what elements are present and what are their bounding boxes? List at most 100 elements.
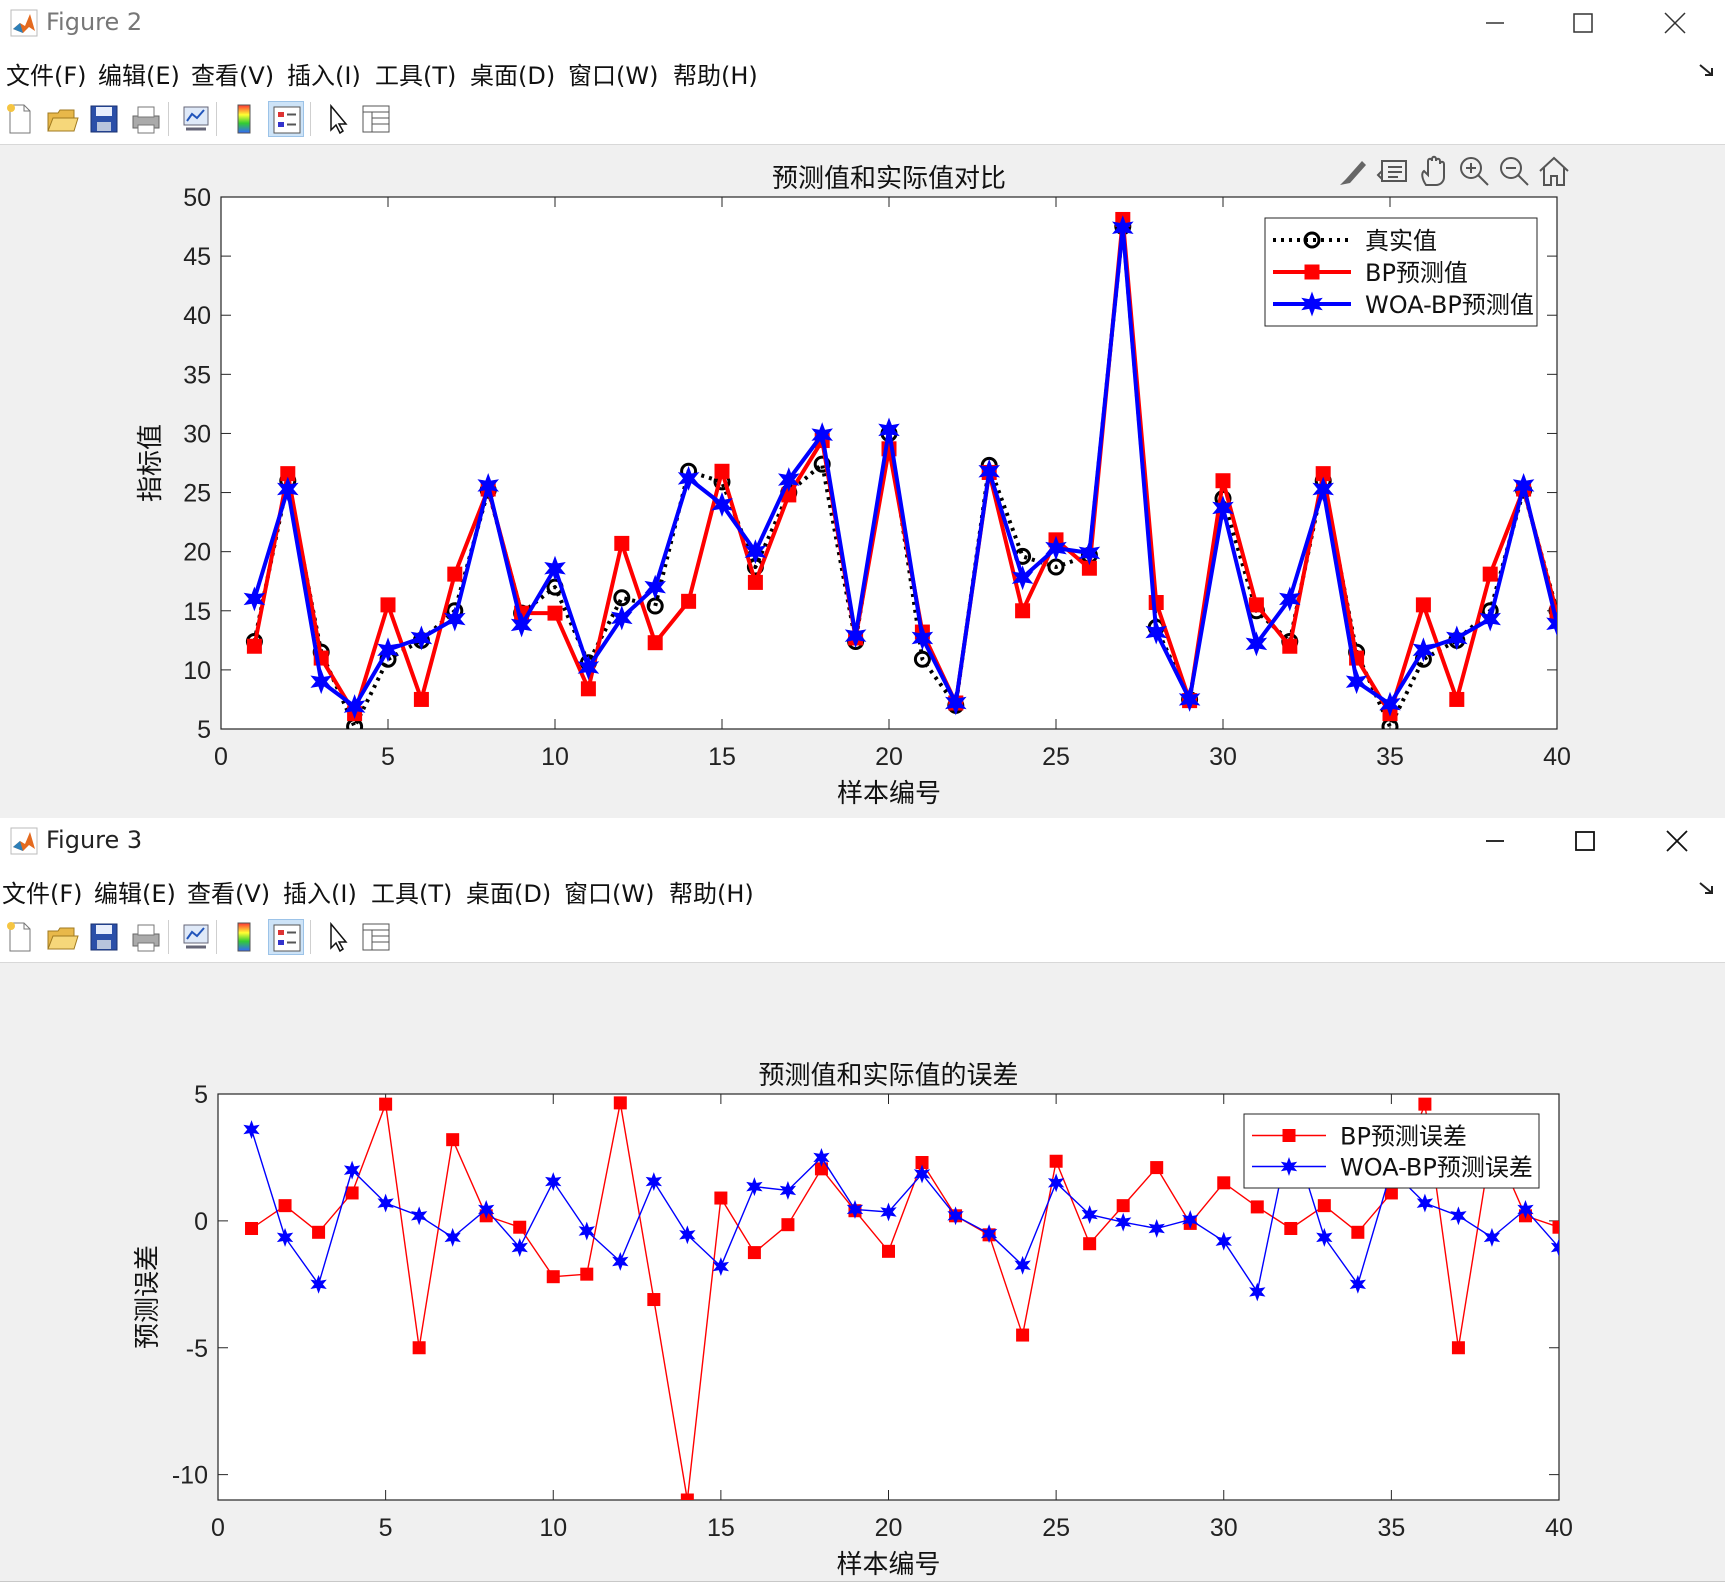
data-point-woa[interactable] [711,491,733,517]
data-point-woa[interactable] [1416,1193,1434,1213]
data-point-woa[interactable] [779,1180,797,1200]
data-point-woa[interactable] [511,1238,528,1257]
link-plot-button[interactable] [178,101,214,137]
data-point-woa[interactable] [947,1206,964,1226]
data-point-woa[interactable] [1045,535,1067,561]
menu-desktop[interactable]: 桌面(D) [470,62,556,90]
data-point-woa[interactable] [410,1206,428,1226]
data-point-woa[interactable] [1412,637,1435,663]
open-file-button[interactable] [44,101,80,137]
data-point-bp[interactable] [1217,1176,1231,1190]
data-point-woa[interactable] [980,1224,998,1244]
insert-colorbar-button[interactable] [226,101,262,137]
legend-entry-bp[interactable]: BP预测误差 [1252,1123,1467,1151]
data-point-bp[interactable] [547,605,563,621]
data-point-woa[interactable] [1279,586,1301,612]
data-point-woa[interactable] [1483,1227,1501,1247]
data-point-bp[interactable] [1482,566,1498,582]
menu-tools[interactable]: 工具(T) [371,880,453,908]
data-point-bp[interactable] [1449,691,1465,707]
data-point-woa[interactable] [612,1252,629,1271]
data-point-woa[interactable] [377,1193,394,1213]
data-point-woa[interactable] [1148,1219,1165,1238]
data-point-bp[interactable] [647,635,663,651]
data-point-woa[interactable] [813,1147,830,1167]
menu-desktop[interactable]: 桌面(D) [466,880,552,908]
data-point-woa[interactable] [243,586,266,612]
data-point-bp[interactable] [580,681,596,697]
data-point-true[interactable] [613,589,631,607]
data-point-bp[interactable] [380,597,396,613]
data-point-woa[interactable] [478,1200,495,1219]
title-bar[interactable]: Figure 3 [0,818,1725,864]
open-file-button[interactable] [44,919,80,955]
data-point-woa[interactable] [1316,1227,1333,1247]
data-point-bp[interactable] [580,1267,594,1281]
data-point-bp[interactable] [714,463,730,479]
close-button[interactable] [1632,818,1722,864]
pan-hand-icon[interactable] [1421,155,1445,186]
data-point-bp[interactable] [246,638,262,654]
data-point-woa[interactable] [477,473,499,498]
data-point-woa[interactable] [844,623,867,649]
data-point-woa[interactable] [778,467,800,492]
data-point-bp[interactable] [412,1341,426,1355]
data-point-bp[interactable] [714,1191,728,1205]
data-point-bp[interactable] [345,1186,359,1200]
data-point-woa[interactable] [544,555,566,581]
data-point-bp[interactable] [613,1096,627,1110]
close-button[interactable] [1630,0,1720,46]
data-point-woa[interactable] [343,1160,361,1180]
zoom-out-icon[interactable] [1500,157,1529,186]
data-point-bp[interactable] [1317,1199,1331,1213]
title-bar[interactable]: Figure 2 [0,0,1725,46]
data-point-woa[interactable] [811,422,833,448]
data-point-bp[interactable] [1083,1237,1097,1251]
data-point-bp[interactable] [1148,595,1164,611]
data-point-woa[interactable] [679,1225,696,1245]
data-point-woa[interactable] [310,669,332,695]
property-inspector-button[interactable] [358,919,394,955]
data-point-bp[interactable] [1049,1154,1063,1168]
data-point-woa[interactable] [510,612,533,638]
menu-tools[interactable]: 工具(T) [375,62,457,90]
data-point-woa[interactable] [744,539,767,565]
data-point-woa[interactable] [1245,631,1268,657]
print-button[interactable] [128,919,164,955]
legend[interactable]: BP预测误差 WOA-BP预测误差 [1243,1113,1540,1189]
menu-view[interactable]: 查看(V) [191,62,275,90]
data-point-woa[interactable] [1517,1200,1534,1219]
legend-entry-woa[interactable]: WOA-BP预测误差 [1252,1154,1533,1182]
data-point-bp[interactable] [1248,597,1264,613]
data-point-woa[interactable] [1112,215,1134,241]
series-line-woa[interactable] [250,1128,1559,1293]
zoom-in-icon[interactable] [1460,157,1489,186]
data-point-bp[interactable] [882,1244,895,1258]
data-tips-icon[interactable] [1376,160,1407,182]
data-point-woa[interactable] [1078,540,1101,566]
data-point-woa[interactable] [444,606,466,632]
data-point-woa[interactable] [1145,619,1167,645]
data-point-bp[interactable] [278,1199,292,1213]
maximize-button[interactable] [1540,818,1630,864]
data-point-woa[interactable] [377,637,399,663]
legend-marker-woa[interactable] [1301,291,1323,317]
menu-insert[interactable]: 插入(I) [283,880,357,908]
data-point-woa[interactable] [913,1164,931,1184]
data-point-bp[interactable] [614,535,630,551]
data-point-woa[interactable] [945,690,967,716]
data-point-woa[interactable] [243,1120,260,1139]
data-point-woa[interactable] [846,1200,864,1219]
data-point-bp[interactable] [1284,1221,1298,1235]
data-point-bp[interactable] [680,1493,694,1506]
data-point-woa[interactable] [1114,1212,1132,1232]
data-point-woa[interactable] [1512,473,1535,498]
data-point-woa[interactable] [276,1227,294,1247]
data-point-woa[interactable] [444,1227,461,1247]
data-point-bp[interactable] [1116,1199,1130,1213]
link-plot-button[interactable] [178,919,214,955]
menu-file[interactable]: 文件(F) [6,62,87,90]
data-point-woa[interactable] [978,458,1000,484]
data-point-bp[interactable] [1451,1341,1465,1355]
